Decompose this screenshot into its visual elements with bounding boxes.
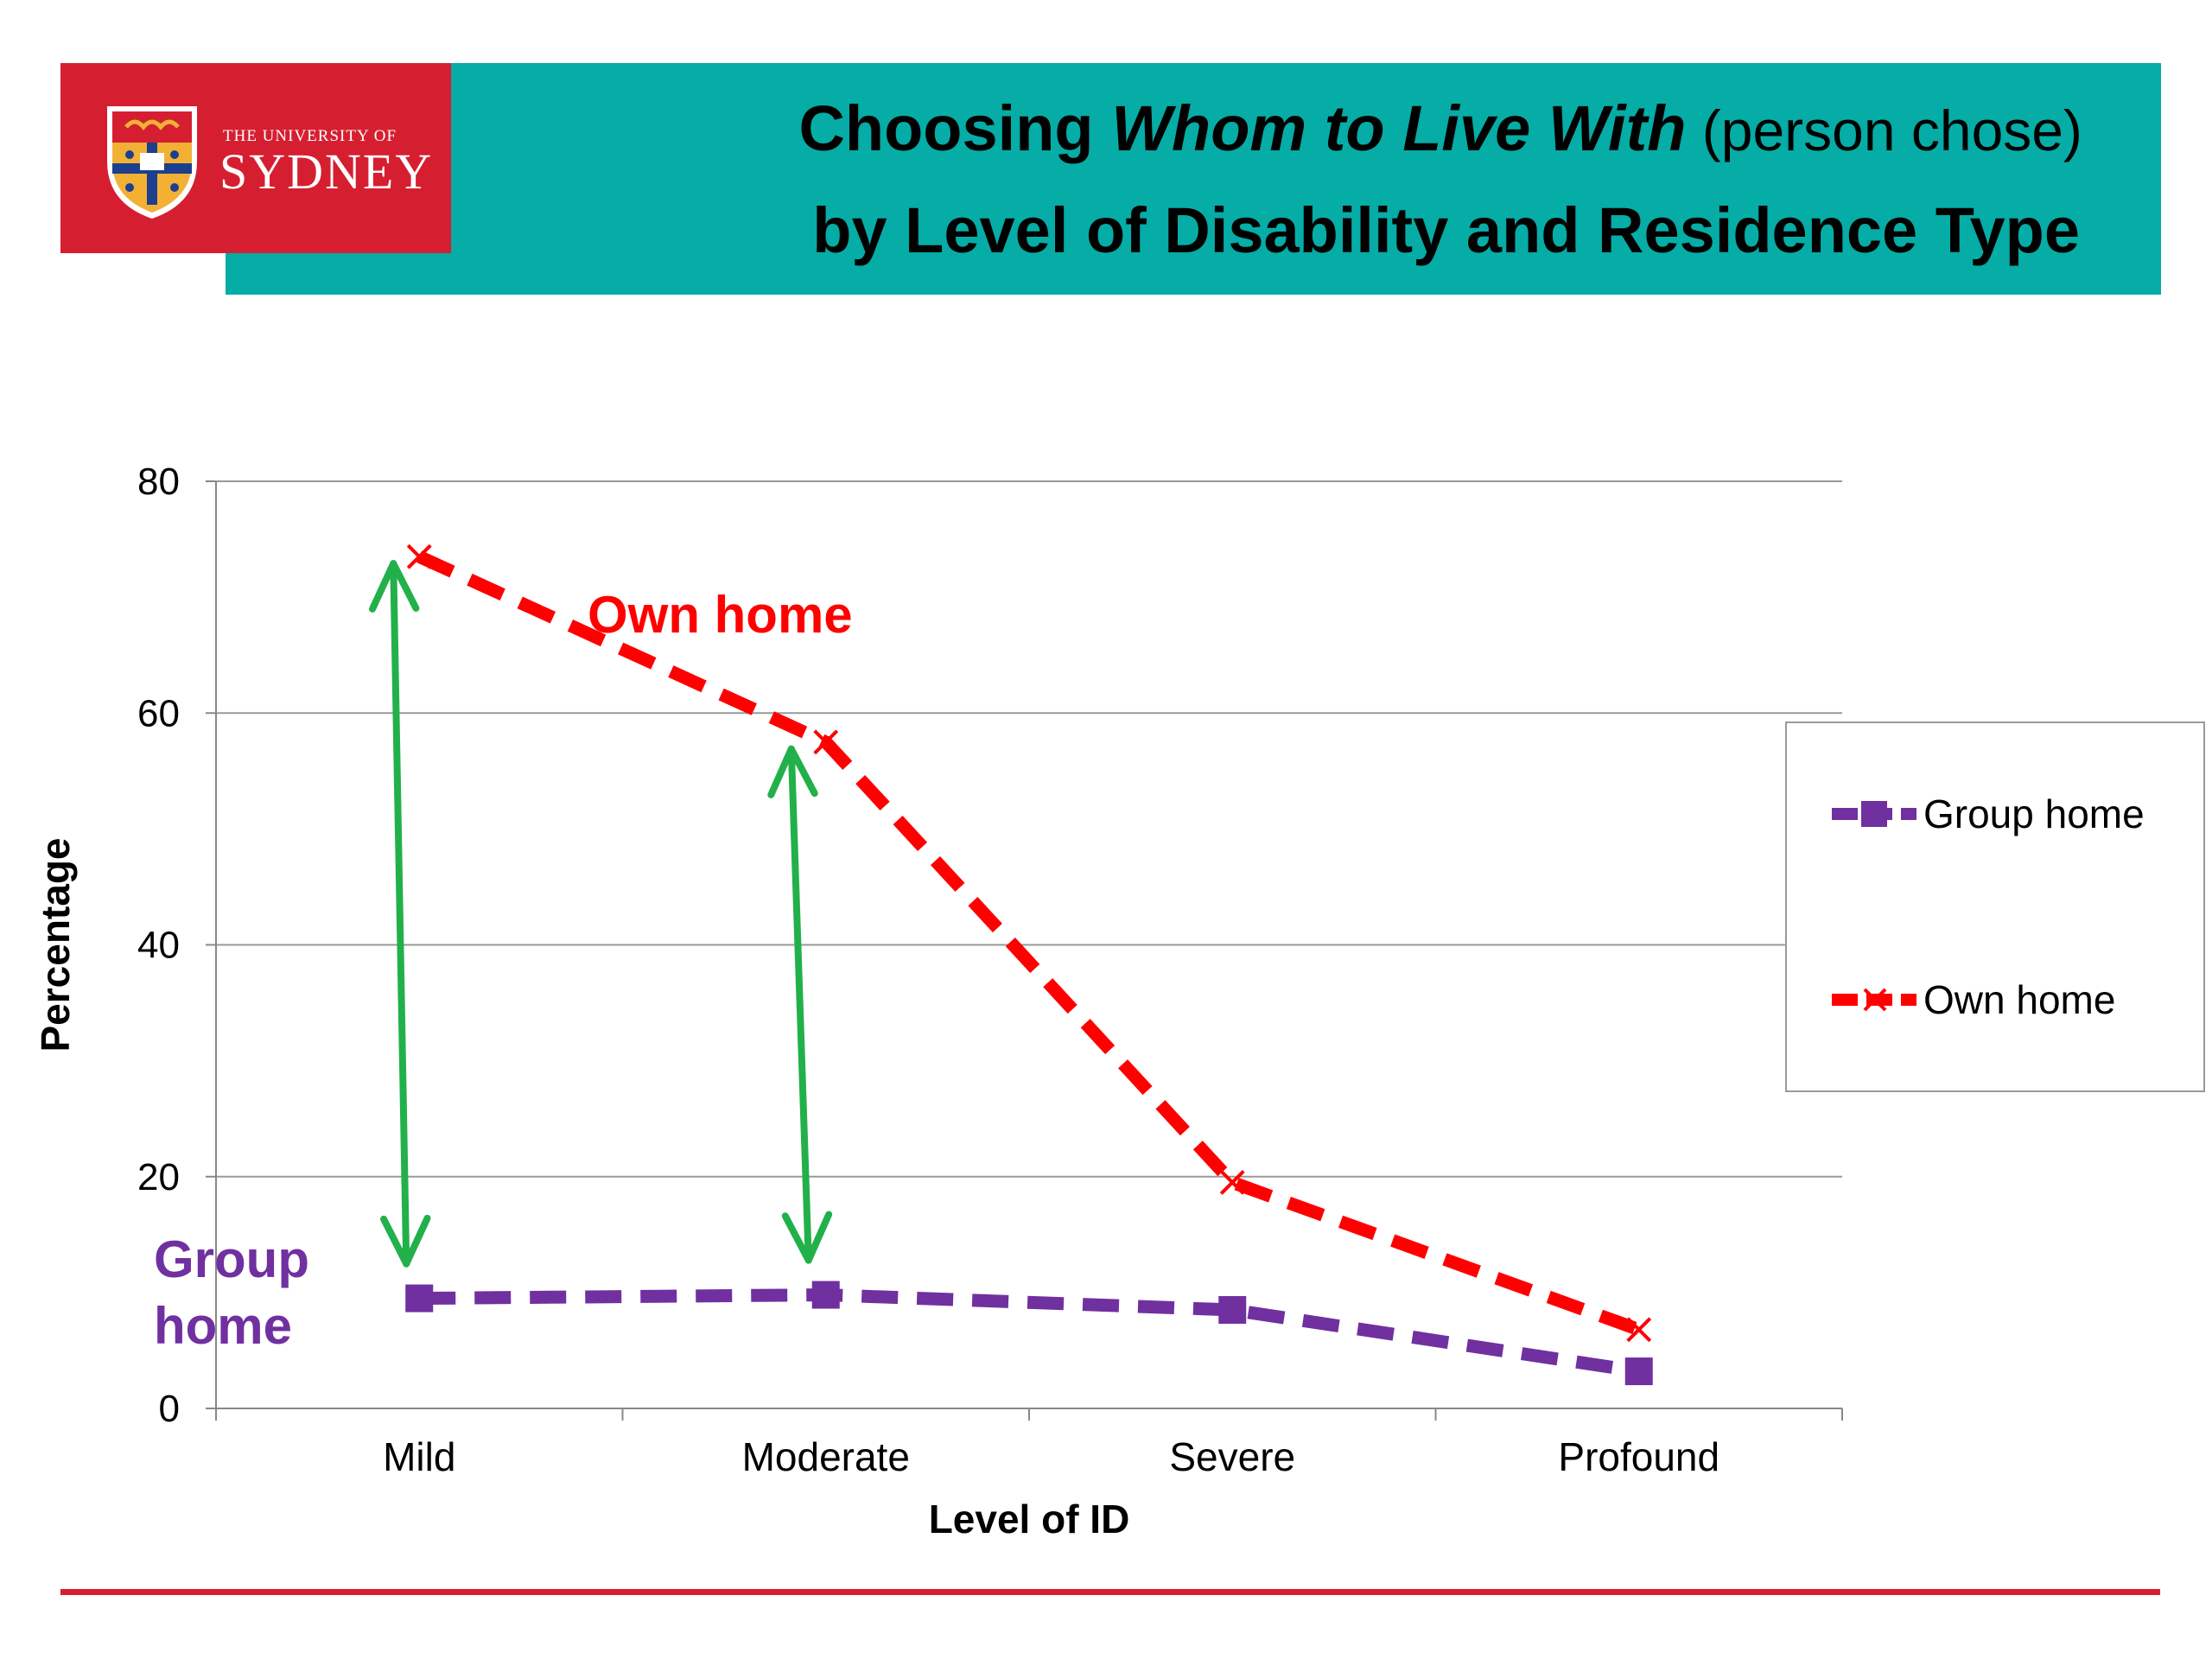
y-tick-label: 80 xyxy=(137,461,180,503)
y-tick-label: 40 xyxy=(137,925,180,967)
title-paren: (person chose) xyxy=(1686,99,2082,162)
legend-marker-x xyxy=(1863,988,1887,1012)
series-line-own-home xyxy=(416,550,1642,1336)
x-tick-label: Severe xyxy=(1169,1434,1295,1479)
own-home-annotation: Own home xyxy=(588,586,853,644)
y-tick-label: 0 xyxy=(159,1388,180,1430)
title-part-1: Choosing xyxy=(798,92,1112,164)
y-tick-label: 20 xyxy=(137,1156,180,1198)
footer-divider xyxy=(60,1589,2160,1595)
crest-icon xyxy=(107,106,197,219)
data-point-group-home xyxy=(811,1281,840,1309)
x-tick-label: Mild xyxy=(383,1434,455,1479)
data-point-group-home xyxy=(1624,1357,1653,1386)
page-title-line-1: Choosing Whom to Live With (person chose… xyxy=(798,97,2082,161)
data-point-own-home xyxy=(1626,1317,1652,1343)
series-line-group-home xyxy=(419,1288,1640,1378)
x-tick-label: Moderate xyxy=(742,1434,910,1479)
group-home-annotation-line-2: home xyxy=(154,1297,292,1355)
data-point-own-home xyxy=(1219,1170,1245,1195)
legend-label: Own home xyxy=(1923,977,2115,1022)
data-point-group-home xyxy=(1218,1295,1247,1324)
legend-label: Group home xyxy=(1923,791,2145,836)
x-axis-title: Level of ID xyxy=(929,1497,1130,1541)
x-tick-label: Profound xyxy=(1558,1434,1719,1479)
logo-main-text: SYDNEY xyxy=(219,143,434,200)
title-italic: Whom to Live With xyxy=(1111,92,1687,164)
y-axis-title: Percentage xyxy=(33,837,78,1052)
data-point-own-home xyxy=(406,543,432,569)
logo-small-text: THE UNIVERSITY OF xyxy=(223,127,397,145)
data-point-group-home xyxy=(405,1284,434,1313)
data-point-own-home xyxy=(813,729,839,755)
y-tick-label: 60 xyxy=(137,692,180,734)
header-bar xyxy=(226,63,2161,295)
legend-marker-square xyxy=(1861,801,1887,827)
comparison-arrow xyxy=(368,560,431,1268)
legend-box xyxy=(1785,721,2205,1092)
university-logo: THE UNIVERSITY OF SYDNEY xyxy=(60,63,451,253)
group-home-annotation-line-1: Group xyxy=(154,1230,309,1288)
page-title-line-2: by Level of Disability and Residence Typ… xyxy=(812,194,2080,266)
comparison-arrow xyxy=(767,745,833,1264)
